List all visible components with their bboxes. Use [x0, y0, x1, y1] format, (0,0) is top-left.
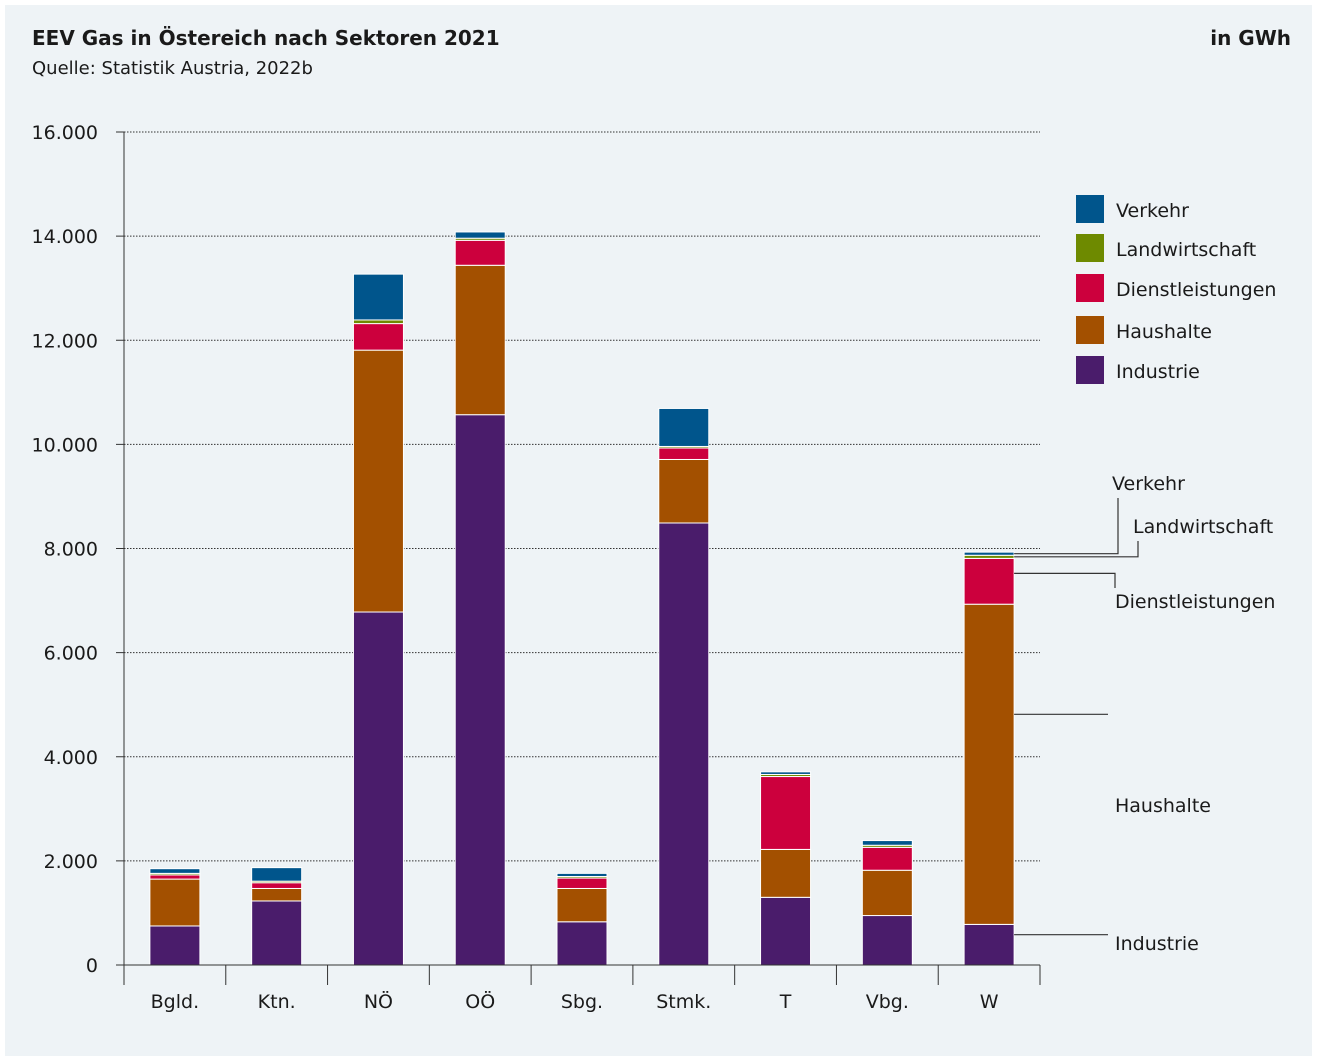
legend-swatch [1076, 195, 1104, 223]
legend-swatch [1076, 316, 1104, 344]
x-tick-label: Sbg. [561, 991, 603, 1013]
chart-unit: in GWh [1210, 26, 1291, 50]
x-tick-label: Vbg. [866, 991, 909, 1013]
annotation-label: Industrie [1115, 933, 1199, 955]
x-tick-label: Stmk. [656, 991, 711, 1013]
bar-segment [760, 896, 812, 966]
bar-segment [454, 414, 506, 966]
bar-segment [149, 874, 201, 880]
bar-segment [352, 611, 404, 966]
bar-segment [760, 771, 812, 775]
bar-segment [556, 887, 608, 923]
bar-segment [963, 923, 1015, 966]
bar-segment [352, 323, 404, 351]
legend-label: Dienstleistungen [1116, 279, 1276, 301]
x-tick-label: NÖ [364, 990, 393, 1013]
x-tick-label: W [980, 991, 999, 1013]
y-tick-label: 0 [86, 955, 98, 977]
legend-label: Verkehr [1116, 200, 1189, 222]
bar-segment [658, 447, 710, 460]
bar-segment [149, 925, 201, 966]
bar-segment [963, 557, 1015, 605]
x-tick-label: Ktn. [258, 991, 296, 1013]
bar-segment [658, 458, 710, 524]
legend: Verkehr Landwirtschaft Dienstleistungen Hau… [1076, 195, 1276, 384]
bar-segment [251, 882, 303, 889]
y-tick-label: 8.000 [44, 539, 98, 561]
x-tick-label: Bgld. [151, 991, 199, 1013]
bar-segment [658, 522, 710, 966]
bar-segment [556, 921, 608, 966]
annotation-leader-line [1014, 572, 1116, 588]
annotation-leader-line [1014, 498, 1119, 555]
bar-segment [352, 273, 404, 321]
y-tick-label: 16.000 [32, 122, 98, 144]
bar-segment [352, 349, 404, 613]
bar-segment [251, 867, 303, 882]
x-tick-label: T [779, 991, 792, 1013]
bar-segment [861, 869, 913, 917]
legend-swatch [1076, 274, 1104, 302]
legend-swatch [1076, 234, 1104, 262]
legend-label: Landwirtschaft [1116, 239, 1256, 261]
chart-title: EEV Gas in Östereich nach Sektoren 2021 [32, 26, 500, 50]
bar-segment [454, 239, 506, 266]
bar-segment [149, 868, 201, 874]
x-tick-label: OÖ [465, 990, 495, 1013]
annotation-label: Verkehr [1112, 473, 1185, 495]
bar-segment [556, 877, 608, 889]
y-tick-label: 2.000 [44, 851, 98, 873]
bar-segment [963, 603, 1015, 925]
annotations: Verkehr Landwirtschaft Dienstleistungen Hau… [1014, 473, 1275, 955]
chart-source: Quelle: Statistik Austria, 2022b [32, 58, 313, 79]
y-tick-label: 10.000 [32, 434, 98, 456]
grid-lines [124, 131, 1040, 862]
bar-segment [251, 887, 303, 902]
annotation-label: Landwirtschaft [1133, 516, 1273, 538]
bar-segment [352, 319, 404, 325]
legend-swatch [1076, 356, 1104, 384]
y-tick-label: 6.000 [44, 643, 98, 665]
bar-segment [251, 900, 303, 966]
annotation-label: Dienstleistungen [1115, 591, 1275, 613]
legend-label: Haushalte [1116, 321, 1212, 343]
bar-segment [760, 848, 812, 898]
annotation-label: Haushalte [1115, 795, 1211, 817]
bar-segment [454, 264, 506, 416]
legend-label: Industrie [1116, 361, 1200, 383]
annotation-leader-line [1014, 541, 1139, 558]
bar-segment [658, 407, 710, 447]
bar-segment [556, 872, 608, 877]
y-tick-label: 4.000 [44, 747, 98, 769]
bar-segment [861, 846, 913, 871]
bar-segment [963, 551, 1015, 556]
bar-segment [454, 231, 506, 239]
axes: 0 2.000 4.000 6.000 8.000 10.000 12.000 14.000 1… [32, 122, 1041, 1013]
bar-segment [149, 878, 201, 927]
bars [149, 231, 1015, 966]
y-tick-label: 14.000 [32, 226, 98, 248]
bar-segment [760, 776, 812, 850]
bar-segment [861, 915, 913, 966]
y-tick-label: 12.000 [32, 330, 98, 352]
bar-segment [861, 840, 913, 846]
